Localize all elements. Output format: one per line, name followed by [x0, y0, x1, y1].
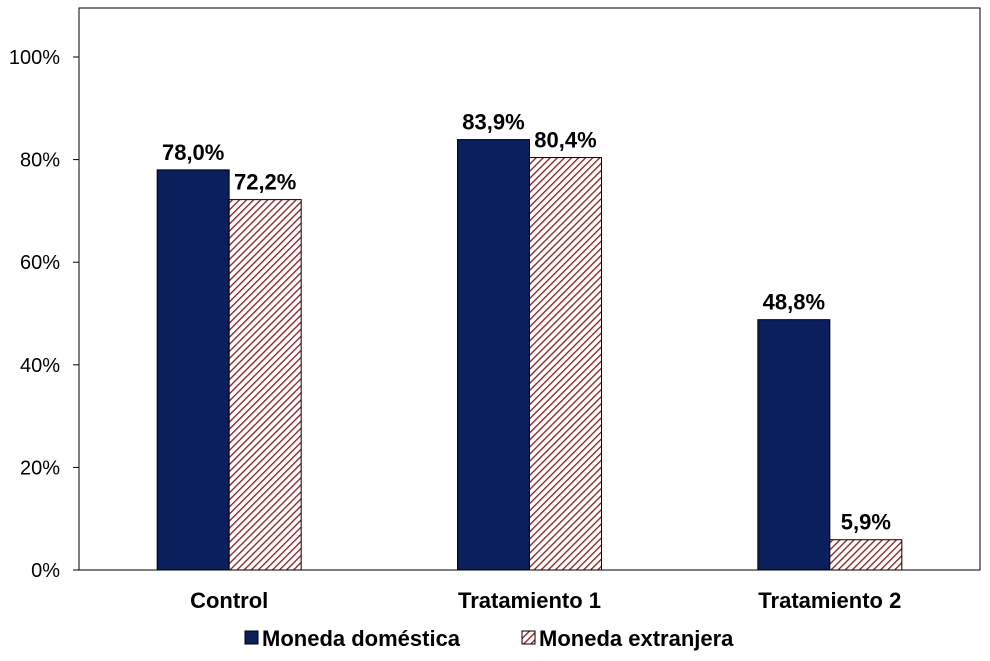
y-tick-label: 40% [20, 355, 60, 377]
y-tick-label: 0% [31, 560, 60, 582]
legend-swatch [244, 630, 259, 645]
x-axis: Control Tratamiento 1 Tratamiento 2 [190, 588, 901, 613]
x-tick-label: Control [190, 588, 268, 613]
y-tick-label: 100% [9, 47, 60, 69]
legend-swatch [521, 630, 536, 645]
bar [757, 319, 831, 571]
y-tick-label: 20% [20, 457, 60, 479]
data-label: 80,4% [534, 128, 596, 153]
legend-label: Moneda extranjera [539, 626, 734, 651]
bar [156, 169, 230, 571]
y-tick-label: 60% [20, 252, 60, 274]
bars [156, 139, 903, 571]
data-label: 72,2% [234, 170, 296, 195]
bar [529, 157, 602, 571]
y-axis: 0% 20% 40% 60% 80% 100% [9, 47, 79, 582]
data-label: 48,8% [763, 290, 825, 315]
x-tick-label: Tratamiento 2 [758, 588, 901, 613]
data-labels: 78,0% 72,2% 83,9% 80,4% 48,8% 5,9% [162, 110, 891, 535]
bar [829, 539, 903, 571]
y-tick-label: 80% [20, 150, 60, 172]
x-tick-label: Tratamiento 1 [458, 588, 601, 613]
legend: Moneda doméstica Moneda extranjera [244, 626, 734, 651]
data-label: 5,9% [841, 510, 891, 535]
data-label: 78,0% [162, 140, 224, 165]
bar [457, 139, 530, 571]
bar [228, 199, 302, 571]
legend-label: Moneda doméstica [262, 626, 461, 651]
data-label: 83,9% [462, 110, 524, 135]
